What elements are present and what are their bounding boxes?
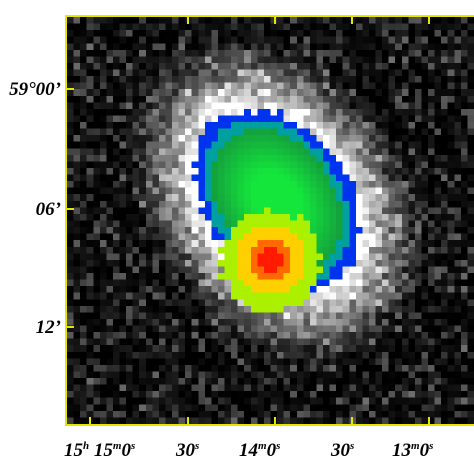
x-tick [428,417,430,426]
ra-label-30s-a: 30s [176,440,200,461]
x-tick-top [187,15,189,24]
intensity-map [67,17,474,424]
x-tick [274,417,276,426]
dec-label-59-00: 59°00’ [9,79,61,100]
y-tick [65,326,74,328]
ra-label-14m0s: 14m0s [239,440,281,461]
x-tick [351,417,353,426]
ra-label-13m0s: 13m0s [392,440,434,461]
sky-image-panel [65,15,474,426]
y-tick [65,208,74,210]
y-tick [65,88,74,90]
ra-label-15h15m0s: 15h 15m0s [64,440,136,461]
x-tick-top [351,15,353,24]
x-tick-top [274,15,276,24]
ra-label-30s-b: 30s [331,440,355,461]
x-tick-top [428,15,430,24]
x-tick [89,417,91,426]
dec-label-12: 12’ [35,317,61,338]
dec-label-06: 06’ [35,199,61,220]
x-tick [187,417,189,426]
